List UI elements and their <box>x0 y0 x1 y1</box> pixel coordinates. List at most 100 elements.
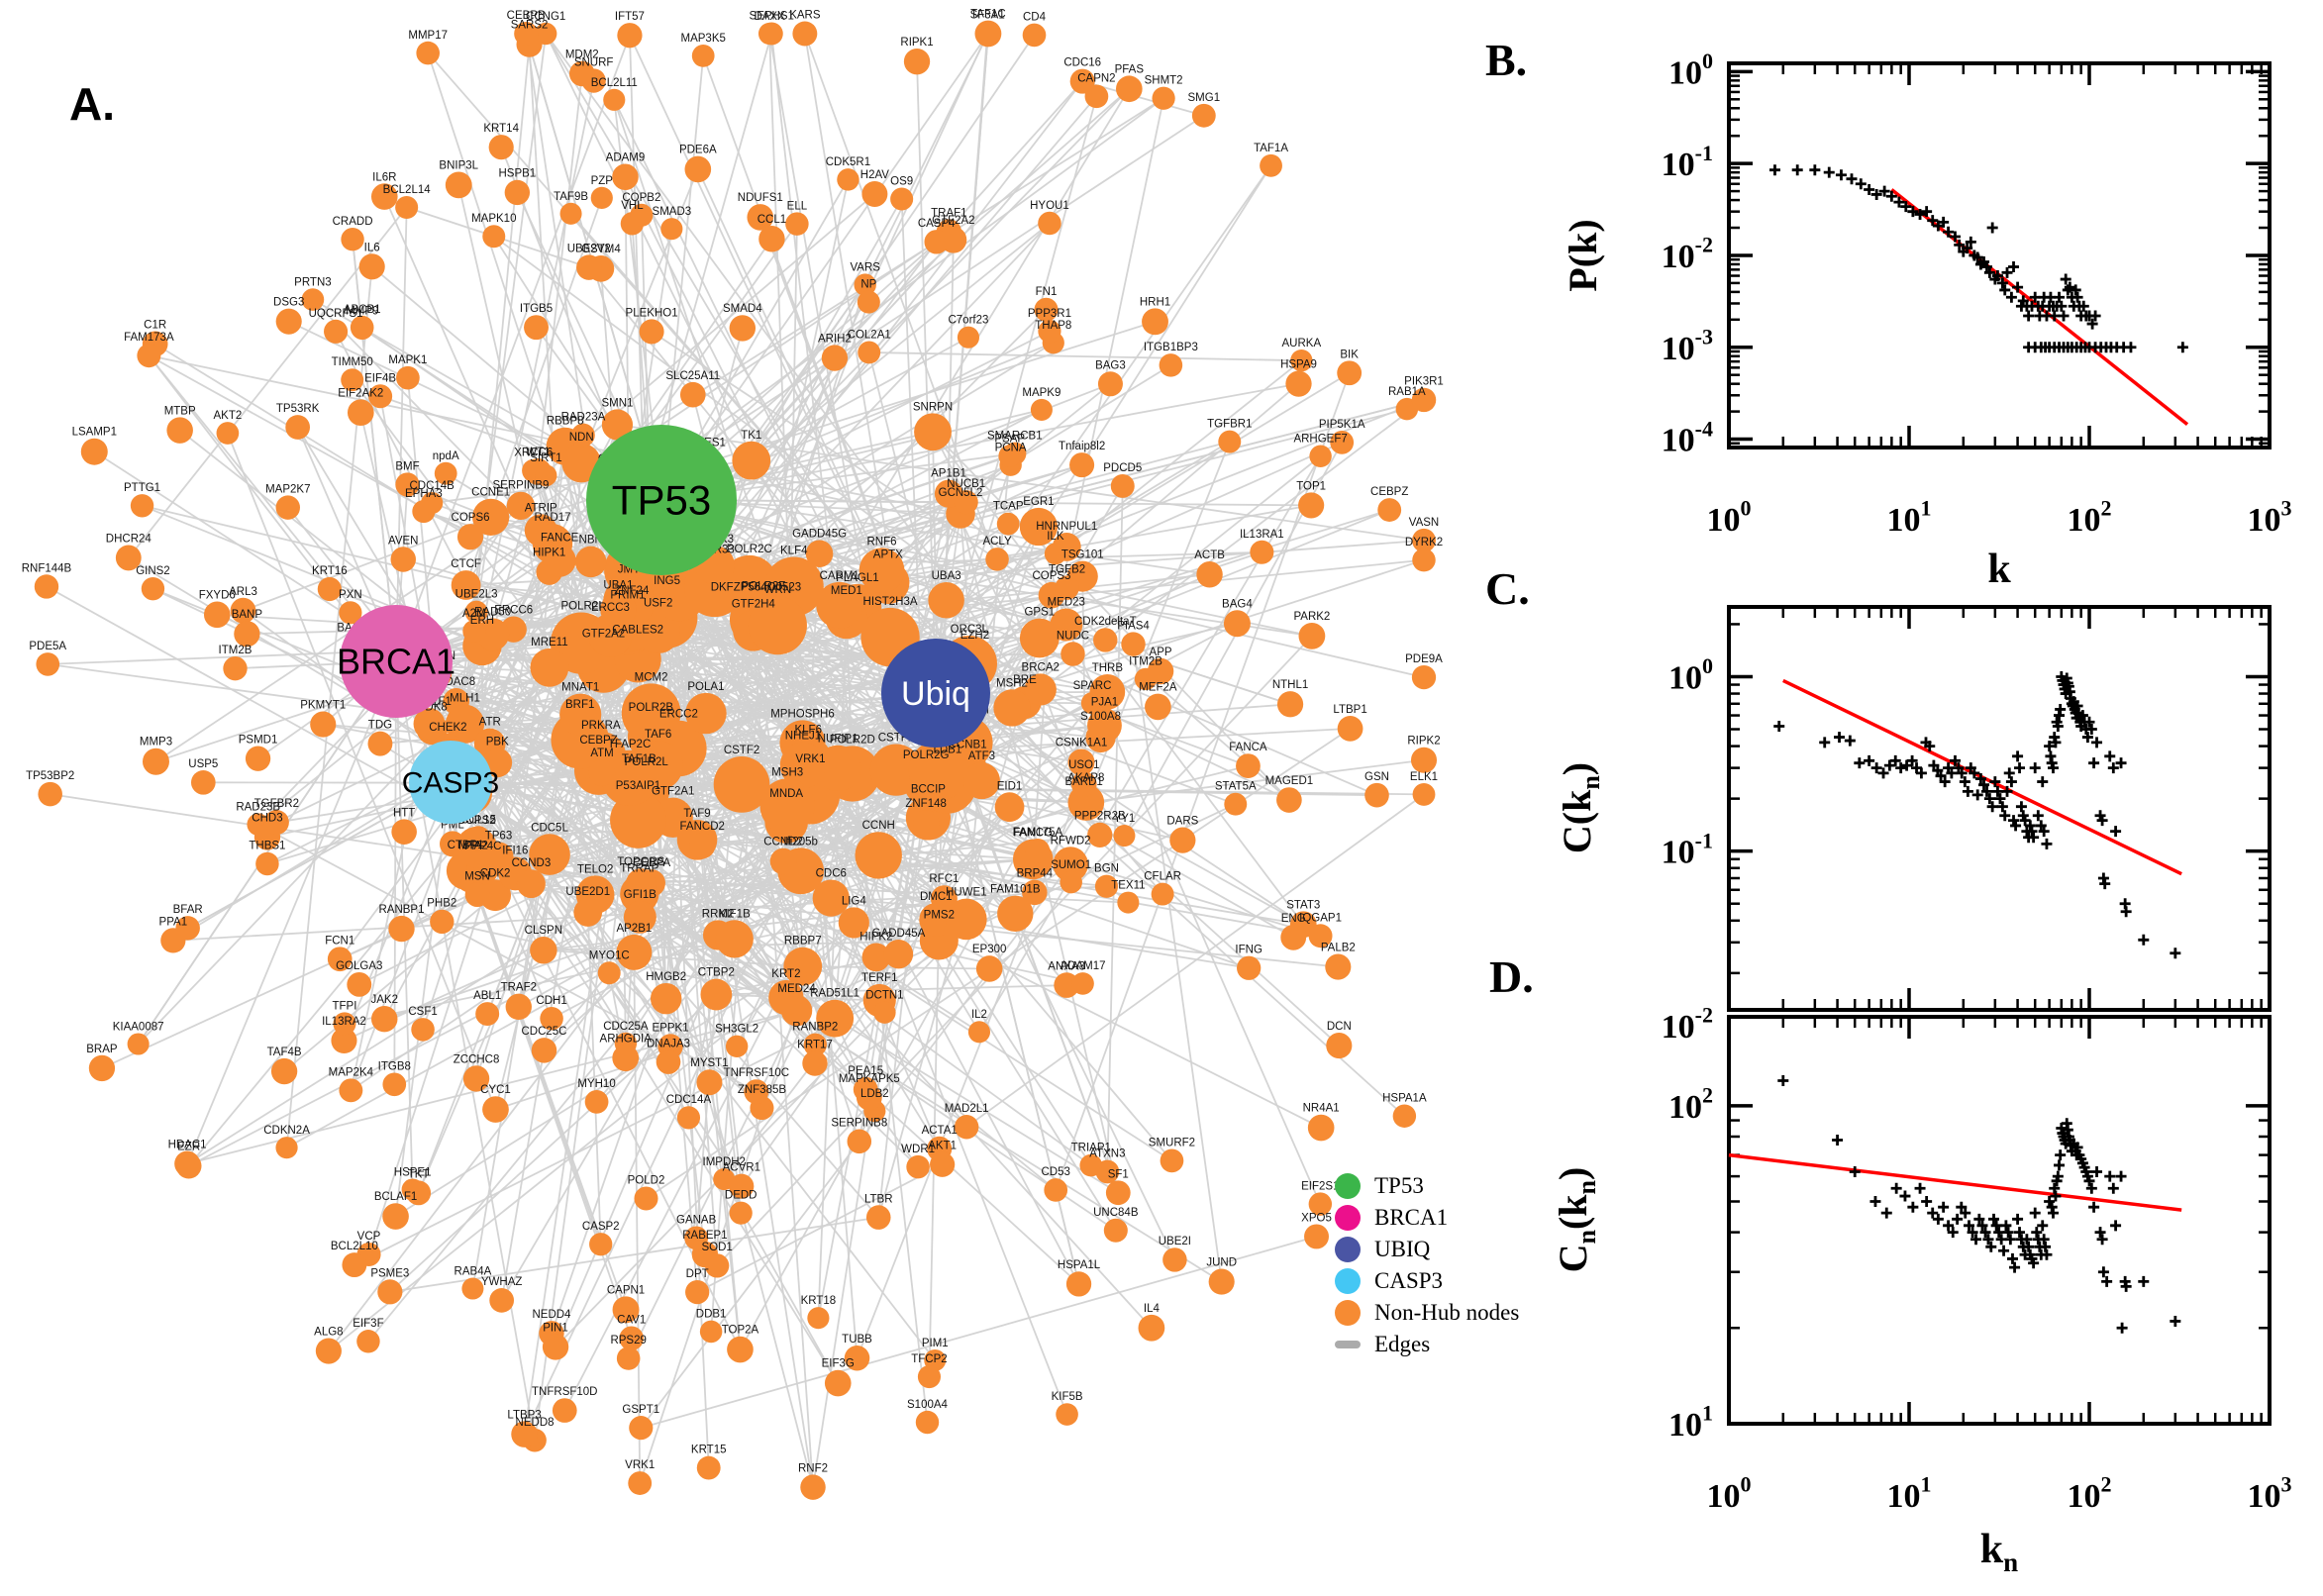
network-edge <box>383 806 1010 1021</box>
axis-text: 10-1 <box>1662 828 1713 870</box>
network-node <box>732 441 771 480</box>
network-node <box>141 576 165 601</box>
data-point <box>2125 342 2137 353</box>
network-node <box>1121 632 1146 656</box>
network-node <box>489 1288 515 1313</box>
network-node <box>625 868 656 900</box>
nonhub-legend-dot-icon <box>1335 1300 1361 1326</box>
network-node <box>685 692 727 735</box>
data-point <box>1996 801 2008 813</box>
data-point <box>2101 1275 2113 1287</box>
network-node <box>573 898 603 927</box>
network-node <box>88 1054 116 1082</box>
network-node <box>190 770 216 795</box>
network-node <box>367 731 393 756</box>
data-point <box>1932 1213 1944 1225</box>
network-edge <box>395 35 631 662</box>
data-point <box>1835 169 1847 181</box>
network-node <box>715 920 754 958</box>
network-node <box>1038 319 1061 344</box>
plot-panel-C: 100 10-1 10-2 C(kn) <box>1555 605 2272 1046</box>
network-node <box>802 1050 828 1076</box>
network-node <box>559 693 602 736</box>
legend-label: UBIQ <box>1374 1237 1431 1261</box>
network-node <box>368 384 393 409</box>
network-node <box>339 601 362 625</box>
network-node <box>1071 972 1094 995</box>
network-edge <box>450 724 1105 783</box>
network-node <box>954 490 978 515</box>
network-node <box>1325 953 1352 980</box>
network-node <box>803 1033 827 1056</box>
network-node <box>382 1203 409 1230</box>
network-node <box>696 1069 723 1096</box>
network-node <box>270 1057 298 1085</box>
network-node <box>844 1345 870 1371</box>
network-node <box>371 1005 398 1033</box>
data-point <box>2091 737 2103 748</box>
network-node <box>1308 924 1333 948</box>
network-edge <box>450 781 627 1045</box>
data-point <box>2032 810 2044 822</box>
data-point <box>1849 1166 1861 1178</box>
network-node <box>1022 23 1047 48</box>
tp53-legend-dot-icon <box>1335 1173 1361 1199</box>
network-node <box>301 288 325 311</box>
axis-text: 100 <box>1668 653 1713 696</box>
network-edge <box>493 235 1108 693</box>
network-node <box>903 48 931 75</box>
data-point <box>2010 820 2022 832</box>
legend-item-ubiq: UBIQ <box>1335 1234 1519 1265</box>
network-node <box>807 1307 830 1330</box>
data-point <box>2055 1149 2067 1161</box>
network-node <box>838 907 869 939</box>
network-node <box>633 741 683 791</box>
data-point <box>1952 1213 1964 1225</box>
data-point <box>2004 1234 2016 1246</box>
network-node <box>617 23 643 49</box>
network-node <box>356 1330 380 1353</box>
network-node <box>691 44 715 67</box>
data-point <box>1938 1201 1950 1213</box>
network-edge <box>545 33 1082 763</box>
network-node <box>310 711 337 738</box>
network-node <box>1304 1224 1329 1249</box>
network-node <box>475 1002 500 1027</box>
network-edge <box>660 499 1312 507</box>
network-node <box>858 548 905 593</box>
network-node <box>805 540 834 568</box>
network-node <box>434 461 457 485</box>
network-node <box>1060 642 1085 666</box>
data-point <box>1832 1135 1844 1147</box>
axis-text: 10-1 <box>1662 141 1713 183</box>
axis-text: kn <box>1980 1527 2018 1577</box>
data-point <box>1877 767 1889 779</box>
network-node <box>574 546 607 578</box>
fit-line <box>1782 678 2182 876</box>
data-point <box>2037 776 2049 788</box>
legend-label: Non-Hub nodes <box>1374 1300 1520 1325</box>
network-node <box>1250 540 1274 564</box>
data-point <box>2023 310 2035 322</box>
data-point <box>2170 1315 2181 1327</box>
panel-label-c: C. <box>1485 563 1530 614</box>
data-point <box>2054 291 2066 303</box>
data-point <box>2096 1234 2108 1246</box>
network-node <box>504 179 531 206</box>
data-point <box>1914 1182 1926 1194</box>
network-node <box>416 41 440 65</box>
network-node <box>1276 691 1304 718</box>
plot-panel-D: 102 101 100 101 102 103 Cn(kn) kn <box>1551 1015 2292 1577</box>
data-point <box>1890 1182 1902 1194</box>
network-node <box>619 1326 644 1351</box>
network-node <box>1053 847 1088 882</box>
network-node <box>245 746 271 771</box>
brca1-legend-dot-icon <box>1335 1205 1361 1231</box>
data-point <box>1998 1245 2010 1256</box>
network-node <box>1024 673 1057 706</box>
data-point <box>2005 776 2017 788</box>
data-point <box>2008 261 2020 273</box>
data-point <box>1864 754 1875 766</box>
network-node <box>1025 838 1051 863</box>
